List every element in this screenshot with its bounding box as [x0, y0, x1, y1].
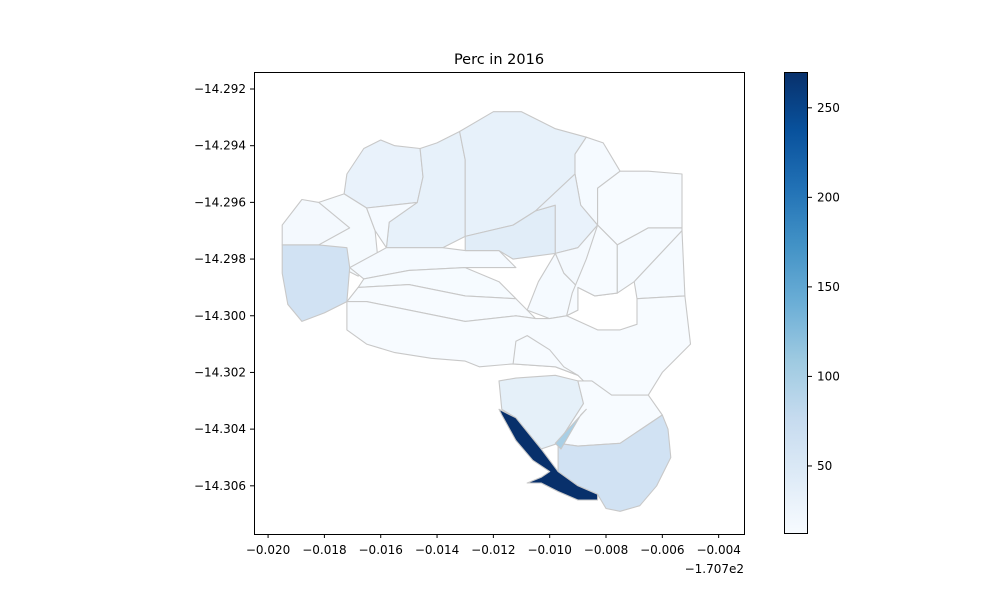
y-tick-label: −14.298 [194, 252, 246, 266]
colorbar-tick-label: 100 [817, 369, 840, 383]
y-tick-label: −14.296 [194, 195, 246, 209]
x-axis-offset-label: −1.707e2 [685, 562, 744, 576]
y-axis: −14.292 −14.294 −14.296 −14.298 −14.300 −14.3… [194, 82, 254, 493]
colorbar-tick-label: 150 [817, 280, 840, 294]
map-region-9 [281, 244, 351, 322]
y-tick-label: −14.300 [194, 309, 246, 323]
colorbar-tick-label: 50 [817, 459, 832, 473]
axes-frame [254, 72, 745, 535]
map-region-21 [512, 335, 579, 376]
colorbar-ticks: 50 100 150 200 250 [808, 101, 840, 473]
x-tick-label: −0.010 [527, 543, 571, 557]
y-tick-label: −14.304 [194, 422, 246, 436]
x-tick-label: −0.014 [415, 543, 459, 557]
x-axis: −0.020 −0.018 −0.016 −0.014 −0.012 −0.010 −0.0… [246, 534, 741, 557]
y-tick-label: −14.302 [194, 365, 246, 379]
x-tick-label: −0.016 [359, 543, 403, 557]
colorbar-gradient [784, 72, 808, 534]
y-tick-label: −14.292 [194, 82, 246, 96]
x-tick-label: −0.008 [584, 543, 628, 557]
x-tick-label: −0.006 [640, 543, 684, 557]
colorbar: 50 100 150 200 250 [784, 72, 840, 534]
map-region-26 [498, 408, 599, 501]
chart-title: Perc in 2016 [454, 52, 544, 68]
map-region-25 [554, 408, 587, 450]
y-tick-label: −14.306 [194, 479, 246, 493]
colorbar-tick-label: 250 [817, 101, 840, 115]
plot-area [281, 111, 692, 512]
colorbar-frame [784, 72, 808, 534]
colorbar-tick-label: 200 [817, 190, 840, 204]
x-tick-label: −0.018 [302, 543, 346, 557]
x-tick-label: −0.004 [696, 543, 740, 557]
y-tick-label: −14.294 [194, 139, 246, 153]
x-tick-label: −0.020 [246, 543, 290, 557]
map-region-7 [366, 201, 418, 249]
x-tick-label: −0.012 [471, 543, 515, 557]
